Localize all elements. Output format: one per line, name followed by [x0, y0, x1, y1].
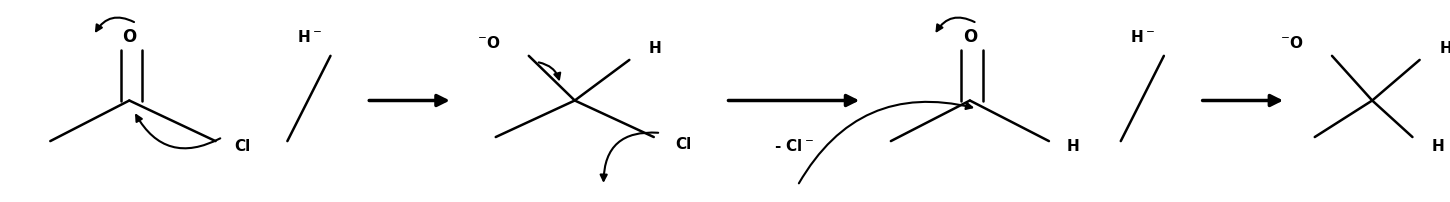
Text: $^{-}$O: $^{-}$O [477, 35, 500, 50]
Text: H: H [648, 41, 661, 56]
Text: H$^-$: H$^-$ [297, 28, 322, 44]
Text: H: H [1440, 41, 1450, 56]
Text: O: O [963, 27, 977, 45]
Text: O: O [122, 27, 136, 45]
Text: $^{-}$O: $^{-}$O [1280, 35, 1304, 50]
Text: Cl: Cl [676, 136, 692, 151]
Text: H: H [1433, 138, 1444, 153]
Text: - Cl$^-$: - Cl$^-$ [774, 138, 813, 153]
Text: H: H [1066, 138, 1079, 153]
Text: Cl: Cl [235, 138, 251, 153]
Text: H$^-$: H$^-$ [1130, 28, 1154, 44]
